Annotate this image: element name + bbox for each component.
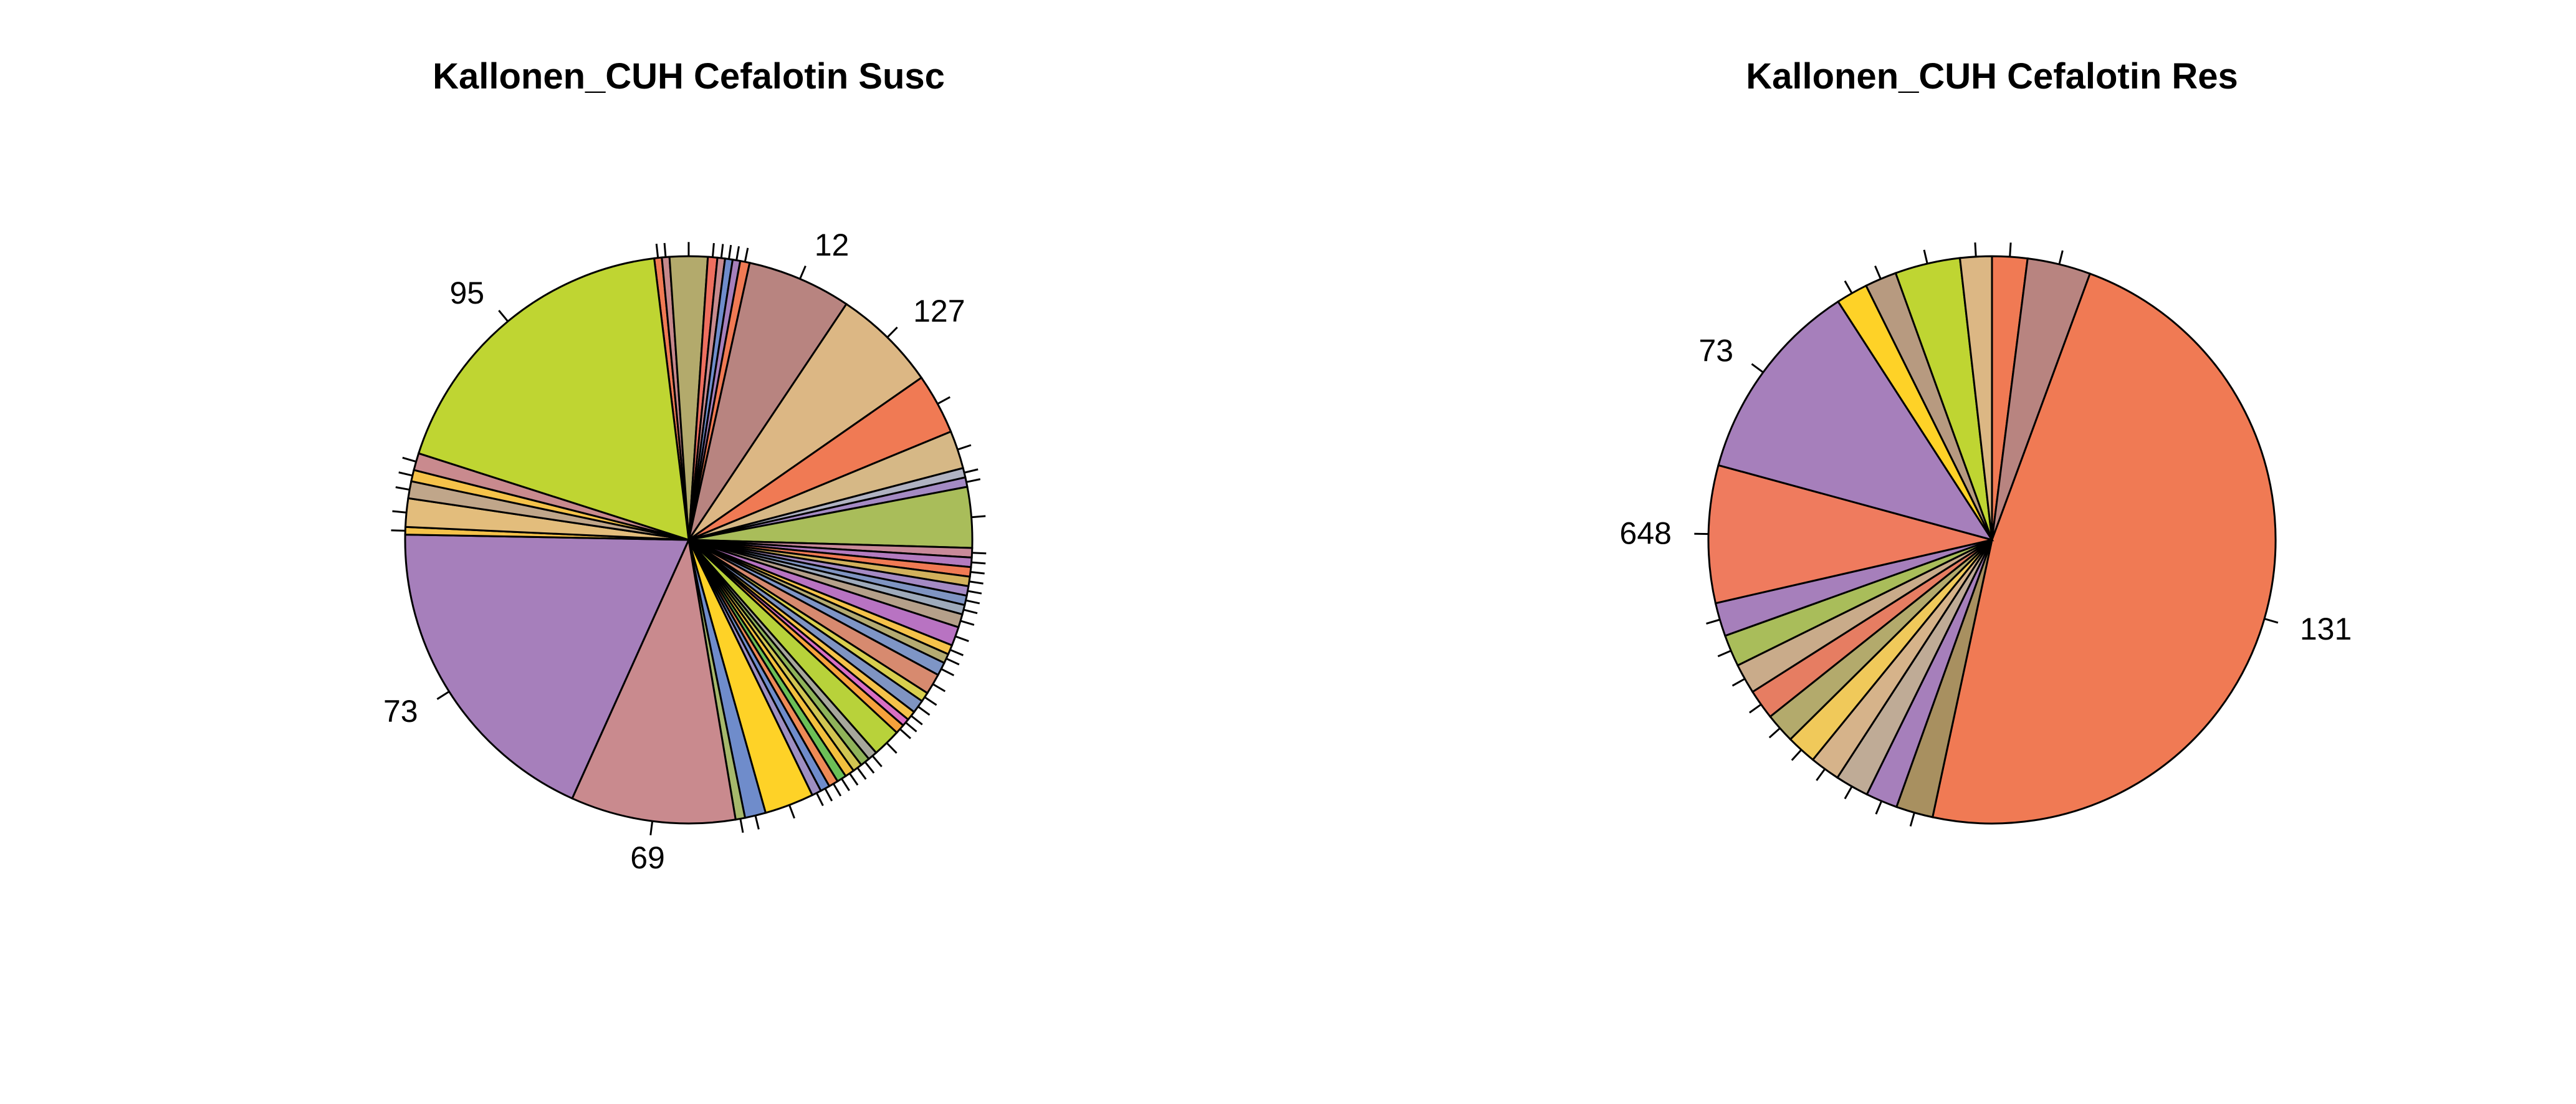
pie-slice-tick (848, 772, 859, 786)
pie-slice-tick (886, 326, 898, 338)
pie-slice-tick (744, 247, 749, 262)
pie-slice-tick (398, 471, 413, 477)
pie-slice-tick (856, 767, 867, 780)
pie-slice-tick (735, 246, 740, 261)
pie-slice-tick (799, 265, 807, 280)
pie-slice-tick (963, 608, 978, 615)
pie-slice-tick (960, 620, 975, 626)
pie-slice-tick (841, 778, 850, 792)
pie-slice-tick (1909, 812, 1915, 827)
pie-slice-tick (965, 599, 980, 605)
pie-slice-tick (957, 444, 972, 451)
pie-slice-tick (924, 696, 937, 706)
pie-slice-tick (899, 728, 911, 739)
pie-slice-tick (391, 529, 406, 532)
pie-slice-tick (1706, 618, 1720, 625)
pie-slice-tick (1844, 785, 1853, 800)
pie-slice-tick (2058, 250, 2064, 265)
pie-slice-tick (754, 815, 760, 830)
pie-slice-tick (1791, 749, 1803, 761)
pie-slice-label: 127 (913, 294, 965, 329)
pie-slice-tick (1923, 249, 1928, 264)
pie-slice (1707, 464, 1993, 605)
pie-slice (404, 534, 691, 800)
pie-chart-resistant: Kallonen_CUH Cefalotin Res 131 648 73 (1620, 56, 2352, 827)
pie-slice-tick (917, 706, 931, 716)
pie-slice-tick (1816, 768, 1826, 781)
pie-slice-tick (1717, 650, 1731, 658)
pie-slice-tick (910, 715, 923, 726)
pie-slice-tick (1974, 242, 1977, 257)
pie-slice-tick (663, 242, 667, 257)
pie-slice-tick (436, 691, 450, 700)
pie-slice-tick (966, 478, 981, 483)
pie-slice-label: 73 (1698, 333, 1733, 368)
pie-slice-tick (392, 510, 407, 514)
pie-slice-label: 73 (383, 694, 418, 729)
pie-slice-tick (1749, 703, 1762, 714)
chart-title-resistant: Kallonen_CUH Cefalotin Res (1746, 56, 2238, 97)
pie-slice-tick (970, 570, 985, 575)
pie-slice-tick (2264, 618, 2279, 624)
pie-slice-tick (711, 242, 715, 257)
pie-slice-tick (941, 668, 955, 676)
pie-slice-tick (871, 755, 883, 767)
pie-slice-label: 648 (1620, 516, 1672, 550)
pie-slice-tick (864, 761, 875, 774)
pie-slice-tick (1844, 280, 1853, 294)
pie-slice-tick (720, 244, 724, 259)
pie-slice-tick (824, 788, 833, 802)
pie-slice-label: 69 (630, 840, 665, 875)
pie-slice-tick (1731, 678, 1746, 687)
pie-slice-tick (886, 742, 898, 754)
pie-slice-tick (1751, 363, 1764, 373)
pie-slice-tick (832, 783, 842, 797)
pie-slice-tick (727, 244, 732, 259)
pie-slice-label: 95 (449, 276, 484, 310)
pie-slice-tick (937, 396, 950, 405)
pie-slice-tick (1875, 800, 1883, 815)
pie-slice (417, 257, 690, 542)
pie-slice-label: 131 (2300, 612, 2352, 646)
pie-slice-tick (967, 590, 982, 595)
pie-slice-label: 12 (815, 228, 850, 262)
pie-slice-tick (655, 243, 659, 258)
pie-slice-tick (946, 658, 960, 666)
pie-slice-tick (964, 468, 979, 474)
pie-slice (687, 302, 923, 541)
pie-slice-tick (971, 515, 986, 519)
pie-slice-tick (649, 821, 654, 835)
pie-slice-tick (395, 486, 410, 491)
pie-slice-tick (739, 818, 744, 833)
pie-slice-tick (949, 648, 964, 656)
pie-slice-tick (1874, 266, 1882, 280)
pie-slice-tick (788, 804, 795, 819)
pie-slice-tick (402, 456, 417, 463)
pie-chart-susceptible: Kallonen_CUH Cefalotin Susc 12 127 69 73 95 (383, 56, 987, 875)
pie-slice-tick (969, 580, 984, 585)
pie-slice-tick (905, 721, 917, 732)
pie-slice-tick (2009, 242, 2012, 257)
pie-slice-tick (498, 310, 509, 322)
pie-slice-tick (1768, 727, 1781, 739)
pie-slice-tick (955, 635, 969, 642)
pie-slice-tick (815, 792, 824, 807)
chart-title-susceptible: Kallonen_CUH Cefalotin Susc (433, 56, 945, 97)
pie-slice (1931, 272, 2277, 825)
pie-slice-tick (972, 552, 987, 555)
pie-slice (1717, 300, 1994, 542)
pie-slice-tick (932, 683, 946, 693)
pie-slice-tick (971, 561, 986, 565)
